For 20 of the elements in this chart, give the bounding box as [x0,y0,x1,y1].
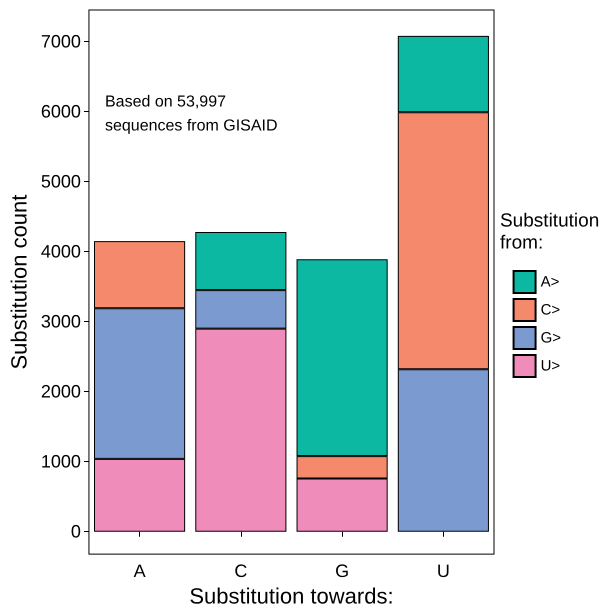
legend-title: Substitution from: [500,210,605,254]
x-tick-label: C [234,561,248,582]
y-axis-title: Substitution count [6,194,32,370]
y-tick-label: 7000 [40,32,81,52]
y-tick-label: 6000 [40,102,81,122]
x-tick-label: U [436,561,450,582]
legend-label: A> [540,274,560,290]
y-tick-label: 4000 [40,242,81,262]
x-tick-label: A [134,561,146,582]
y-tick-label: 2000 [40,382,81,402]
annotation: Based on 53,997 sequences from GISAID [105,94,278,134]
y-tick-label: 1000 [40,452,81,472]
legend-label: G> [540,330,562,346]
x-axis-title: Substitution towards: [189,584,394,608]
y-tick-label: 5000 [40,172,81,192]
legend-label: U> [540,358,560,374]
x-tick-label: G [335,561,350,582]
y-tick-label: 3000 [40,312,81,332]
y-tick-label: 0 [70,522,81,542]
legend-label: C> [540,302,560,318]
